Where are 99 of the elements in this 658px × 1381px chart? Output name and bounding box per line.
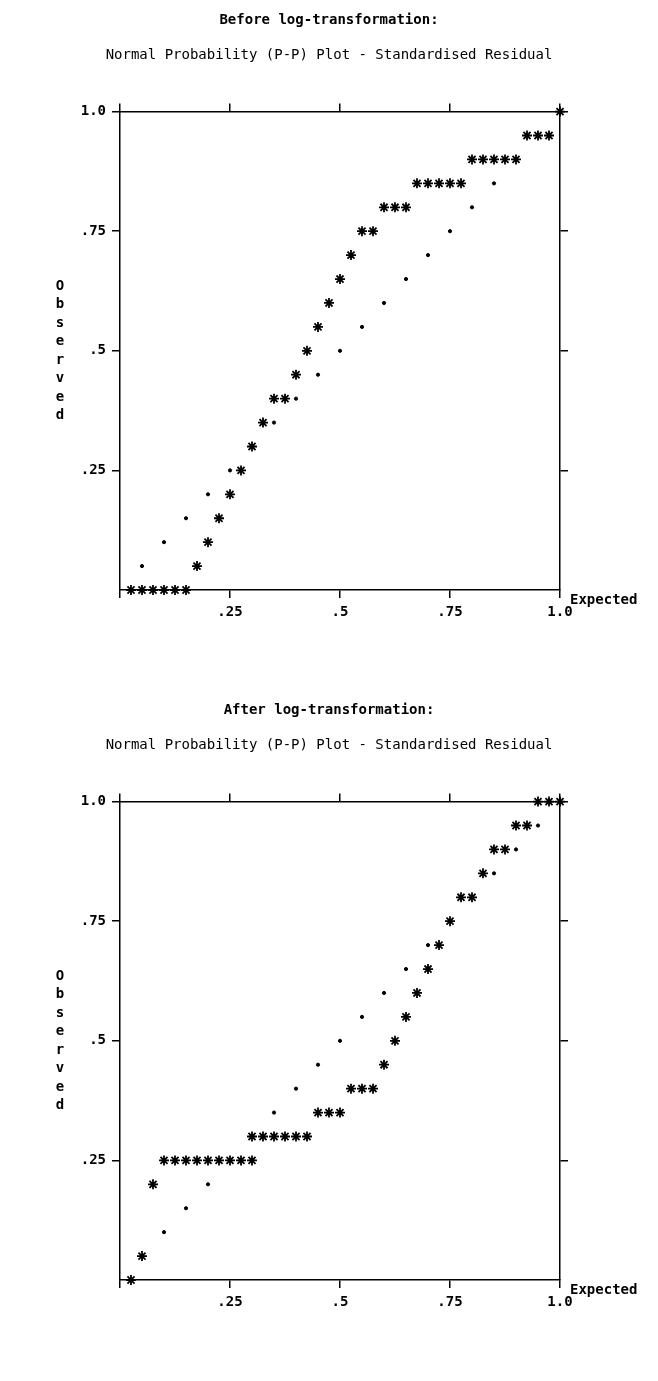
point bbox=[510, 153, 522, 166]
point bbox=[224, 1154, 236, 1167]
point bbox=[246, 440, 258, 453]
point bbox=[411, 177, 423, 190]
x-axis-title: Expected bbox=[570, 590, 638, 607]
point bbox=[268, 1130, 280, 1143]
point bbox=[213, 1154, 225, 1167]
point bbox=[466, 891, 478, 904]
point bbox=[334, 273, 346, 285]
point bbox=[323, 297, 335, 309]
point bbox=[180, 584, 192, 596]
point bbox=[543, 129, 555, 142]
x-tick-label: .5 bbox=[331, 603, 349, 620]
point bbox=[290, 368, 302, 381]
point bbox=[169, 1154, 181, 1167]
point bbox=[301, 344, 313, 357]
point bbox=[521, 819, 533, 832]
point bbox=[213, 512, 225, 525]
point bbox=[136, 584, 148, 596]
y-tick-label: .75 bbox=[80, 221, 106, 238]
y-tick-label: .5 bbox=[89, 341, 106, 358]
point bbox=[235, 464, 247, 477]
point bbox=[290, 1130, 302, 1143]
point bbox=[246, 1154, 258, 1167]
point bbox=[356, 1082, 368, 1095]
point bbox=[257, 1130, 269, 1143]
y-tick-label: .25 bbox=[80, 461, 106, 478]
y-tick-label: .5 bbox=[89, 1031, 106, 1048]
point bbox=[488, 843, 500, 856]
point bbox=[444, 915, 456, 928]
point bbox=[312, 1106, 324, 1119]
point bbox=[466, 153, 478, 166]
point bbox=[389, 1034, 401, 1047]
point bbox=[147, 1178, 159, 1191]
chart-title: After log-transformation: bbox=[223, 701, 435, 718]
point bbox=[378, 1058, 390, 1071]
chart-subtitle: Normal Probability (P-P) Plot - Standardised Residual bbox=[105, 45, 553, 62]
point bbox=[191, 1154, 203, 1167]
point bbox=[169, 584, 181, 596]
x-tick-label: .5 bbox=[331, 1293, 349, 1310]
point bbox=[378, 201, 390, 214]
x-tick-label: .75 bbox=[437, 603, 463, 620]
y-axis-title: Observed bbox=[55, 276, 65, 423]
point bbox=[136, 1250, 148, 1262]
point bbox=[499, 153, 511, 166]
point bbox=[411, 987, 423, 999]
point bbox=[455, 177, 467, 190]
point bbox=[191, 560, 203, 572]
point bbox=[334, 1106, 346, 1119]
point bbox=[389, 201, 401, 214]
point bbox=[125, 1274, 137, 1286]
y-tick-label: 1.0 bbox=[80, 102, 106, 119]
point bbox=[477, 867, 489, 880]
point bbox=[323, 1106, 335, 1119]
point bbox=[521, 129, 533, 142]
point bbox=[246, 1130, 258, 1143]
point bbox=[455, 891, 467, 904]
y-tick-label: 1.0 bbox=[80, 792, 106, 809]
point bbox=[268, 392, 280, 405]
point bbox=[477, 153, 489, 166]
point bbox=[158, 584, 170, 596]
point bbox=[400, 201, 412, 214]
point bbox=[180, 1154, 192, 1167]
point bbox=[532, 795, 544, 808]
point bbox=[202, 536, 214, 549]
x-tick-label: 1.0 bbox=[547, 1293, 573, 1310]
point bbox=[510, 819, 522, 832]
point bbox=[147, 584, 159, 596]
point bbox=[367, 1082, 379, 1095]
point bbox=[422, 177, 434, 190]
point bbox=[257, 416, 269, 429]
point bbox=[499, 843, 511, 856]
point bbox=[444, 177, 456, 190]
x-tick-label: .25 bbox=[217, 1293, 243, 1310]
point bbox=[279, 1130, 291, 1143]
chart-subtitle: Normal Probability (P-P) Plot - Standardised Residual bbox=[105, 735, 553, 752]
point bbox=[235, 1154, 247, 1167]
point bbox=[158, 1154, 170, 1167]
point bbox=[279, 392, 291, 405]
point bbox=[543, 795, 555, 808]
x-tick-label: 1.0 bbox=[547, 603, 573, 620]
y-axis-title: Observed bbox=[55, 966, 65, 1113]
x-tick-label: .75 bbox=[437, 1293, 463, 1310]
x-axis-title: Expected bbox=[570, 1280, 638, 1297]
point bbox=[301, 1130, 313, 1143]
chart-title: Before log-transformation: bbox=[219, 11, 439, 28]
y-tick-label: .25 bbox=[80, 1151, 106, 1168]
point bbox=[433, 177, 445, 190]
point bbox=[488, 153, 500, 166]
point bbox=[202, 1154, 214, 1167]
x-tick-label: .25 bbox=[217, 603, 243, 620]
point bbox=[422, 963, 434, 975]
point bbox=[356, 225, 368, 238]
point bbox=[224, 488, 236, 501]
point bbox=[125, 584, 137, 596]
point bbox=[532, 129, 544, 142]
point bbox=[367, 225, 379, 238]
point bbox=[345, 1082, 357, 1095]
y-tick-label: .75 bbox=[80, 911, 106, 928]
